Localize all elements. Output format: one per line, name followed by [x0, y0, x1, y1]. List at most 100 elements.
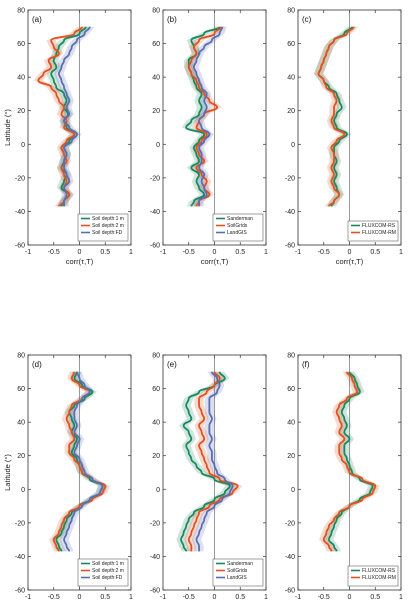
y-tick-label: 80	[152, 8, 160, 15]
x-tick-label: 0	[78, 249, 82, 256]
x-tick-label: 1	[129, 249, 133, 256]
legend-entry: Sanderman	[227, 216, 253, 222]
panel-label: (c)	[302, 15, 312, 24]
legend-box	[347, 565, 399, 587]
x-tick-label: -1	[25, 594, 31, 600]
x-tick-label: 1	[264, 594, 268, 600]
y-tick-label: -40	[15, 209, 25, 216]
y-tick-label: -60	[150, 588, 160, 595]
chart-panel-b: -1 -0.5 0 0.5 1 -60 -40 -20 0 20 40 60 80 corr(τ,T) (b…	[150, 8, 268, 267]
series-line-orange	[322, 371, 377, 552]
x-tick-label: 0.5	[235, 594, 245, 600]
x-tick-label: -0.5	[318, 594, 330, 600]
x-tick-label: -1	[295, 594, 301, 600]
panel-label: (a)	[32, 15, 42, 24]
legend-entry: Soil depth:1 m	[92, 216, 124, 222]
y-tick-label: -60	[15, 588, 25, 595]
x-tick-label: 0	[348, 594, 352, 600]
y-tick-label: 20	[287, 108, 295, 115]
legend-entry: FLUXCOM-RS	[362, 223, 396, 229]
y-tick-label: -20	[15, 520, 25, 527]
chart-panel-d: -1-0.500.51-60-40-20020406080corr(τ,P)La…	[3, 353, 133, 600]
series-line-green	[180, 371, 231, 552]
y-tick-label: 60	[287, 386, 295, 393]
x-tick-label: 1	[264, 249, 268, 256]
panel-label: (e)	[167, 360, 177, 369]
legend-entry: Soil depth:FD	[92, 575, 123, 581]
legend-entry: LandGIS	[227, 575, 247, 581]
y-tick-label: -60	[15, 243, 25, 250]
x-axis-label: corr(τ,T)	[336, 257, 364, 266]
y-tick-label: 20	[287, 453, 295, 460]
x-tick-label: 1	[399, 594, 403, 600]
series-band-orange	[184, 371, 243, 552]
x-tick-label: -1	[295, 249, 301, 256]
y-tick-label: 60	[287, 41, 295, 48]
x-tick-label: -0.5	[183, 594, 195, 600]
series-line-orange	[317, 26, 355, 207]
x-tick-label: 0.5	[370, 594, 380, 600]
y-tick-label: 80	[17, 353, 25, 360]
panel-label: (d)	[32, 360, 42, 369]
y-tick-label: 40	[152, 75, 160, 82]
y-tick-label: 0	[21, 142, 25, 149]
x-tick-label: 0	[348, 249, 352, 256]
series-line-orange	[52, 371, 107, 552]
y-tick-label: -40	[285, 554, 295, 561]
y-tick-label: 60	[17, 41, 25, 48]
series-band-orange	[33, 26, 87, 207]
y-tick-label: -60	[285, 243, 295, 250]
y-tick-label: -20	[15, 175, 25, 182]
y-tick-label: 0	[291, 142, 295, 149]
series-line-blue	[63, 371, 104, 552]
x-tick-label: 0	[213, 594, 217, 600]
y-tick-label: -40	[150, 209, 160, 216]
y-axis-label: Latitude (°)	[3, 109, 12, 146]
series-line-orange	[187, 371, 239, 552]
y-tick-label: -40	[285, 209, 295, 216]
y-tick-label: 60	[17, 386, 25, 393]
y-tick-label: 60	[152, 386, 160, 393]
x-axis-label: corr(τ,T)	[201, 257, 229, 266]
y-tick-label: 20	[17, 453, 25, 460]
chart-panel-a: -1 -0.5 0 0.5 1 -60 -40 -20 0 20 40 60 80 corr(τ,T) La…	[3, 8, 133, 267]
legend-entry: SoilGrids	[227, 568, 248, 574]
y-tick-label: -20	[150, 175, 160, 182]
legend-entry: FLUXCOM-RM	[362, 230, 396, 236]
series-band-blue	[191, 371, 238, 552]
series-band-blue	[59, 371, 108, 552]
x-tick-label: -0.5	[318, 249, 330, 256]
y-tick-label: 0	[21, 487, 25, 494]
y-tick-label: 40	[17, 420, 25, 427]
y-tick-label: -60	[285, 588, 295, 595]
y-tick-label: -20	[150, 520, 160, 527]
series-band-green	[324, 371, 378, 552]
x-axis-label: corr(τ,T)	[66, 257, 94, 266]
panel-label: (f)	[302, 360, 310, 369]
y-tick-label: 20	[152, 453, 160, 460]
y-tick-label: 80	[152, 353, 160, 360]
y-tick-label: -20	[285, 520, 295, 527]
y-tick-label: 80	[287, 353, 295, 360]
y-tick-label: -60	[150, 243, 160, 250]
x-tick-label: 1	[129, 594, 133, 600]
y-tick-label: 40	[152, 420, 160, 427]
legend-entry: Soil depth:1 m	[92, 561, 124, 567]
y-tick-label: 60	[152, 41, 160, 48]
series-band-orange	[319, 371, 380, 552]
x-tick-label: -0.5	[48, 249, 60, 256]
series-line-blue	[195, 371, 234, 552]
x-tick-label: 0.5	[100, 594, 110, 600]
x-tick-label: -1	[25, 249, 31, 256]
chart-panel-e: -1-0.500.51-60-40-20020406080corr(τ,P)(e…	[150, 353, 268, 600]
y-tick-label: -40	[15, 554, 25, 561]
legend-box	[347, 220, 399, 242]
series-line-green	[328, 371, 374, 552]
legend-entry: FLUXCOM-RM	[362, 575, 396, 581]
